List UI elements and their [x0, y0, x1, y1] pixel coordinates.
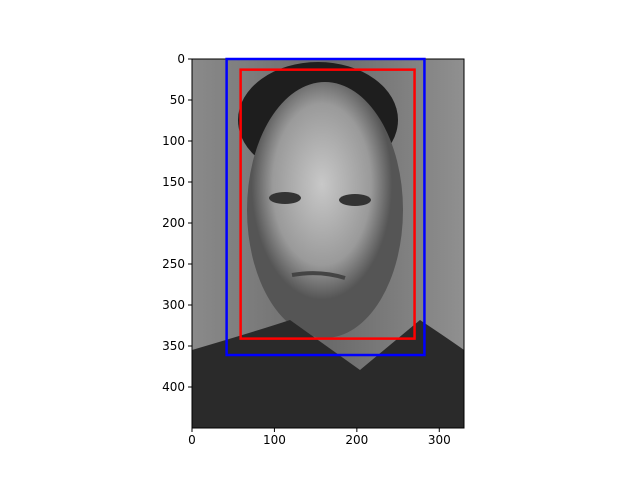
y-tick-label: 150 [162, 175, 185, 189]
x-tick-label: 300 [428, 433, 451, 447]
bounding-box [239, 68, 416, 340]
y-tick-label: 250 [162, 257, 185, 271]
y-tick-label: 300 [162, 298, 185, 312]
x-tick-label: 0 [188, 433, 196, 447]
x-tick-label: 200 [345, 433, 368, 447]
photo [192, 59, 464, 428]
y-tick-label: 400 [162, 380, 185, 394]
y-tick-label: 50 [170, 93, 185, 107]
bounding-box [225, 57, 426, 357]
y-tick-label: 350 [162, 339, 185, 353]
y-tick-label: 200 [162, 216, 185, 230]
y-tick-label: 100 [162, 134, 185, 148]
y-tick-label: 0 [177, 52, 185, 66]
x-tick-label: 100 [263, 433, 286, 447]
